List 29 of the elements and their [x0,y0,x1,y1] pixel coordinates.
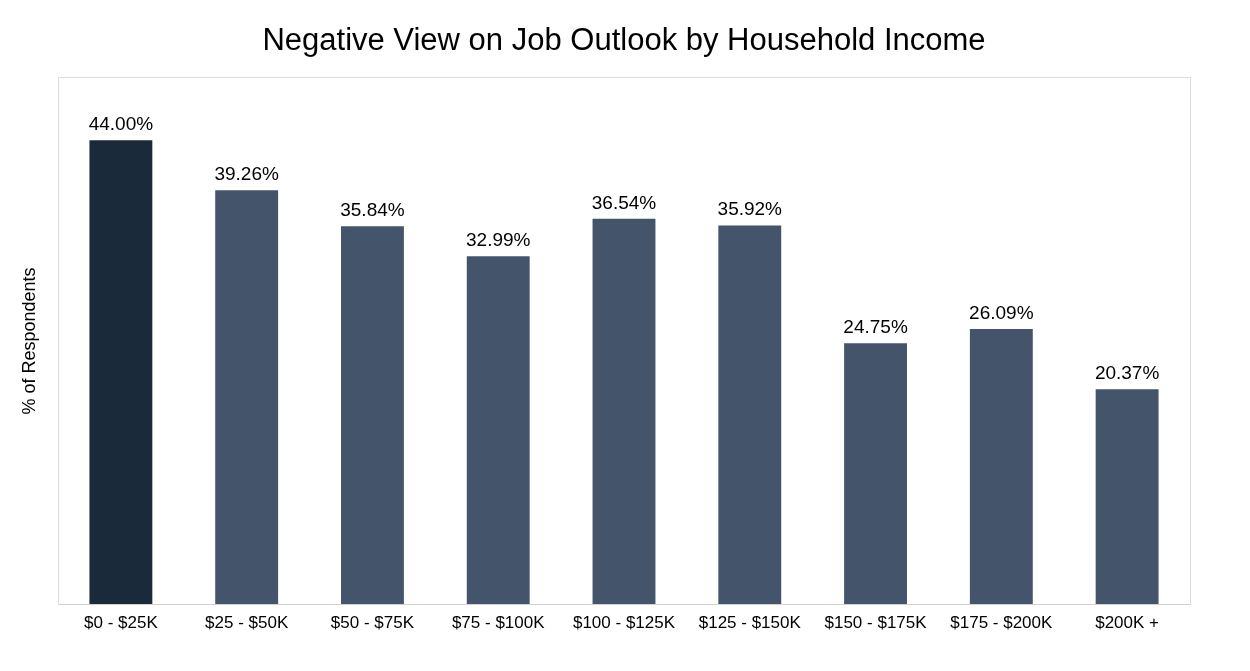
bar [718,225,782,604]
chart-title: Negative View on Job Outlook by Household Income [262,22,986,57]
x-tick-label: $200K + [1095,612,1160,632]
bar [844,343,907,604]
data-label: 36.54% [591,191,657,213]
y-axis-title: % of Respondents [18,267,39,415]
x-tick-label: $0 - $25K [84,612,159,632]
x-tick-label: $150 - $175K [824,612,928,632]
x-tick-label: $50 - $75K [330,612,415,632]
data-label: 26.09% [969,302,1034,324]
bar [466,256,530,604]
data-label: 24.75% [843,316,908,338]
x-tick-label: $25 - $50K [205,612,289,632]
bar [341,226,404,604]
bar [215,190,279,604]
x-tick-label: $175 - $200K [950,612,1054,632]
x-tick-label: $125 - $150K [698,612,802,632]
data-label: 39.26% [214,163,279,185]
data-label: 44.00% [88,113,154,135]
x-tick-label: $75 - $100K [451,612,546,632]
data-label: 35.92% [717,198,783,220]
data-label: 32.99% [466,229,531,251]
data-label: 35.84% [340,199,405,221]
bar [1095,389,1159,604]
bar [89,140,153,604]
bar [592,218,656,604]
x-tick-label: $100 - $125K [572,612,676,632]
data-label: 20.37% [1094,362,1160,384]
bar [969,329,1033,604]
